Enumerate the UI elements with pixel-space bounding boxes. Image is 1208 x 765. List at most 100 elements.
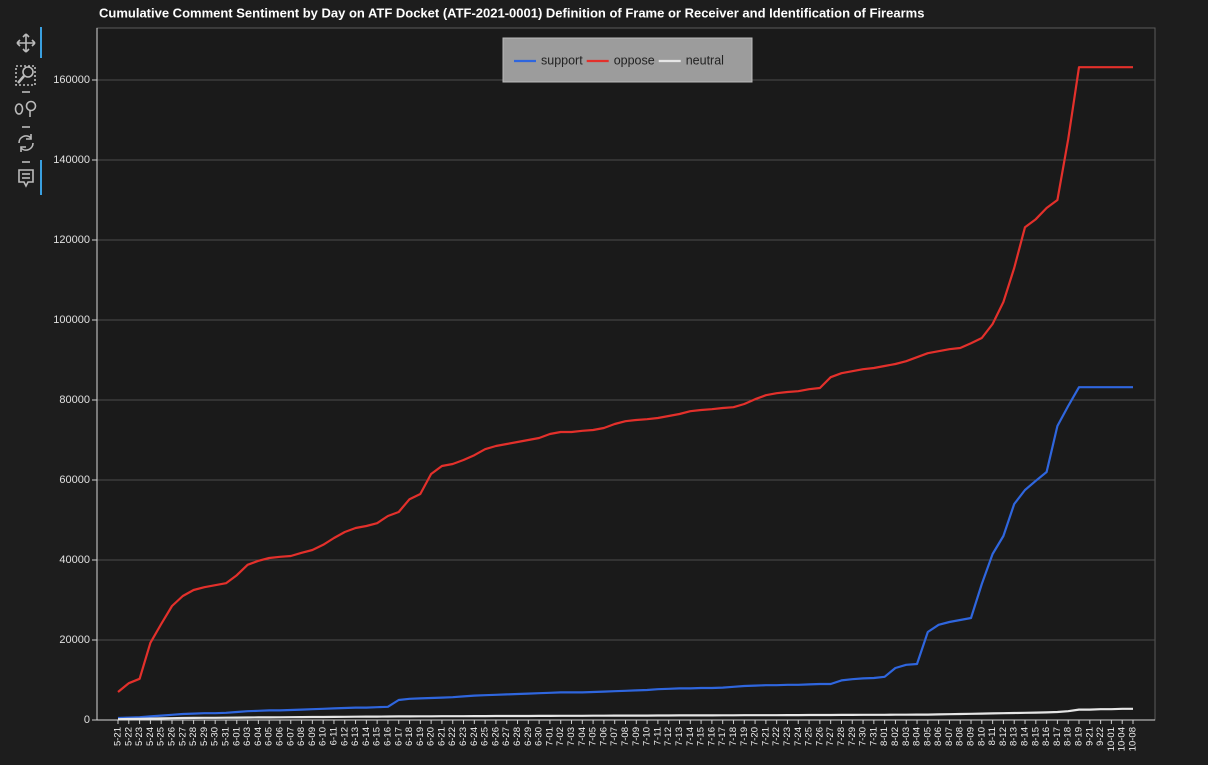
x-tick-label: 6-13: [350, 727, 361, 746]
x-tick-label: 7-25: [804, 727, 815, 746]
x-tick-label: 8-15: [1030, 727, 1041, 746]
x-tick-label: 6-06: [274, 727, 285, 746]
x-tick-label: 6-30: [534, 727, 545, 746]
y-tick-label: 0: [84, 714, 90, 726]
x-tick-label: 7-20: [750, 727, 761, 746]
x-tick-label: 6-24: [469, 727, 480, 746]
x-tick-label: 5-24: [145, 727, 156, 746]
x-tick-label: 7-26: [814, 727, 825, 746]
reset-tool[interactable]: [18, 134, 34, 152]
x-tick-label: 7-12: [663, 727, 674, 746]
x-tick-label: 8-16: [1041, 727, 1052, 746]
x-tick-label: 5-28: [188, 727, 199, 746]
x-tick-label: 6-21: [436, 727, 447, 746]
legend-item: oppose: [586, 53, 655, 67]
x-tick-label: 8-11: [987, 727, 998, 745]
x-tick-label: 7-27: [825, 727, 836, 746]
x-tick-label: 6-09: [307, 727, 318, 746]
x-tick-label: 5-25: [156, 727, 167, 746]
x-tick-label: 8-07: [944, 727, 955, 746]
x-tick-label: 5-23: [134, 727, 145, 746]
x-tick-label: 7-09: [631, 727, 642, 746]
x-tick-label: 7-23: [782, 727, 793, 746]
x-tick-label: 7-21: [760, 727, 771, 746]
x-tick-label: 6-07: [285, 727, 296, 746]
x-tick-label: 10-01: [1106, 727, 1117, 751]
x-tick-label: 8-18: [1063, 727, 1074, 746]
x-tick-label: 6-28: [512, 727, 523, 746]
x-tick-label: 8-12: [998, 727, 1009, 746]
x-tick-label: 6-17: [393, 727, 404, 746]
x-tick-label: 6-12: [339, 727, 350, 746]
x-tick-label: 6-25: [480, 727, 491, 746]
x-tick-label: 8-19: [1074, 727, 1085, 746]
x-tick-label: 6-01: [231, 727, 242, 746]
toolbar: [14, 27, 42, 195]
x-tick-label: 7-07: [609, 727, 620, 746]
y-tick-label: 140000: [53, 154, 90, 166]
x-tick-label: 6-10: [318, 727, 329, 746]
x-tick-label: 7-13: [674, 727, 685, 746]
x-tick-label: 7-24: [793, 727, 804, 746]
x-tick-label: 8-10: [976, 727, 987, 746]
x-tick-label: 8-06: [933, 727, 944, 746]
box-zoom-tool[interactable]: [15, 65, 36, 86]
x-tick-label: 9-21: [1084, 727, 1095, 746]
x-tick-label: 7-28: [836, 727, 847, 746]
x-tick-label: 10-04: [1117, 727, 1128, 751]
y-tick-label: 80000: [59, 394, 90, 406]
x-tick-label: 8-02: [890, 727, 901, 746]
legend-box: [502, 37, 753, 83]
x-tick-label: 6-03: [242, 727, 253, 746]
chart-title: Cumulative Comment Sentiment by Day on A…: [99, 5, 924, 20]
legend-item: support: [514, 53, 583, 67]
x-tick-label: 6-22: [447, 727, 458, 746]
series-line: [117, 707, 1133, 721]
x-tick-label: 7-04: [577, 727, 588, 746]
y-tick-label: 60000: [59, 474, 90, 486]
plot-area: [96, 27, 1156, 721]
pan-tool[interactable]: [16, 33, 36, 53]
x-tick-label: 8-03: [901, 727, 912, 746]
x-tick-label: 7-18: [728, 727, 739, 746]
wheel-zoom-tool[interactable]: [14, 100, 37, 118]
x-tick-label: 7-01: [544, 727, 555, 746]
x-tick-label: 8-09: [966, 727, 977, 746]
x-tick-label: 6-08: [296, 727, 307, 746]
x-tick-label: 5-27: [177, 727, 188, 746]
y-tick-label: 120000: [53, 234, 90, 246]
series-line: [117, 386, 1133, 720]
x-tick-label: 10-08: [1128, 727, 1139, 751]
x-tick-label: 6-16: [382, 727, 393, 746]
legend-item: neutral: [658, 53, 724, 67]
x-tick-label: 8-05: [922, 727, 933, 746]
x-tick-label: 6-15: [372, 727, 383, 746]
x-tick-label: 6-19: [415, 727, 426, 746]
x-tick-label: 6-23: [458, 727, 469, 746]
x-tick-label: 7-19: [739, 727, 750, 746]
hover-tool[interactable]: [18, 169, 34, 188]
x-tick-label: 7-16: [706, 727, 717, 746]
x-tick-label: 8-14: [1020, 727, 1031, 746]
x-tick-label: 7-10: [642, 727, 653, 746]
x-tick-label: 8-04: [912, 727, 923, 746]
x-tick-label: 5-22: [123, 727, 134, 746]
x-tick-label: 7-22: [771, 727, 782, 746]
legend: support oppose neutral: [502, 37, 753, 83]
x-tick-label: 5-31: [220, 727, 231, 746]
legend-label: neutral: [686, 53, 724, 67]
x-tick-label: 7-31: [868, 727, 879, 746]
legend-label: oppose: [614, 53, 655, 67]
x-tick-label: 5-30: [210, 727, 221, 746]
x-tick-label: 6-04: [253, 727, 264, 746]
y-tick-label: 100000: [53, 314, 90, 326]
x-tick-label: 7-15: [696, 727, 707, 746]
x-tick-label: 9-22: [1095, 727, 1106, 746]
x-tick-label: 6-27: [501, 727, 512, 746]
x-tick-label: 8-17: [1052, 727, 1063, 746]
x-tick-label: 5-26: [167, 727, 178, 746]
x-tick-label: 6-29: [523, 727, 534, 746]
x-tick-label: 6-05: [264, 727, 275, 746]
x-tick-label: 6-14: [361, 727, 372, 746]
